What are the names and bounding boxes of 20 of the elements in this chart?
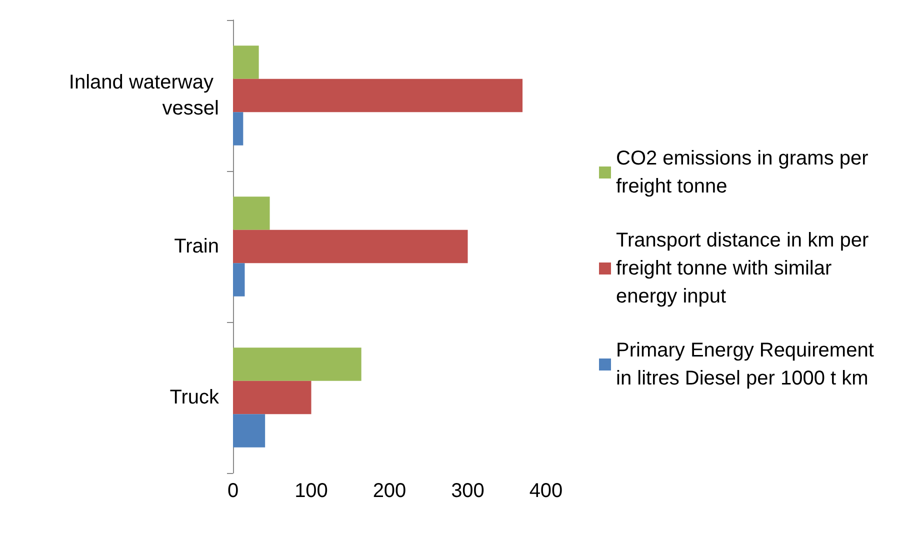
legend-label: Transport distance in km per freight tonne with similar energy input: [616, 230, 874, 308]
bar: [233, 414, 266, 448]
bar: [233, 196, 270, 230]
bar: [233, 230, 468, 264]
legend-label: Primary Energy Requirement in litres Diesel per 1000 t km: [616, 340, 880, 390]
x-tick-label: 400: [529, 480, 563, 502]
bar: [233, 263, 245, 296]
legend-label: CO2 emissions in grams per freight tonne: [616, 148, 874, 198]
y-tick-label: Inland waterway vessel: [68, 72, 219, 120]
y-tick-label: Truck: [170, 386, 220, 408]
y-tick-label: Train: [174, 236, 219, 258]
x-tick-label: 0: [227, 480, 239, 502]
bar: [233, 46, 259, 79]
bar: [233, 348, 362, 381]
bar: [233, 380, 312, 414]
x-tick-label: 100: [294, 480, 328, 502]
x-tick-label: 200: [372, 480, 406, 502]
x-tick-label: 300: [451, 480, 484, 502]
bar: [233, 78, 523, 112]
bar: [233, 112, 244, 146]
